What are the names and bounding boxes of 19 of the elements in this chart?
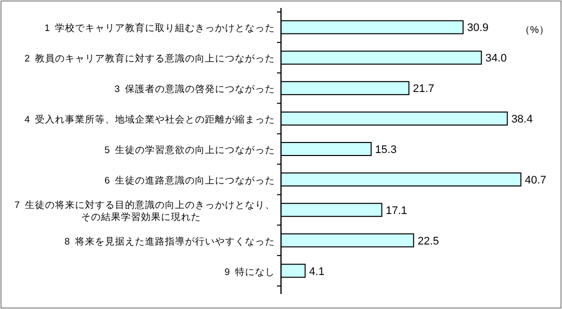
data-label: 34.0 — [485, 52, 507, 65]
data-label: 4.1 — [309, 266, 324, 278]
y-tick-label: 6 生徒の進路意識の向上につながった — [104, 174, 275, 186]
y-tick-label: 5 生徒の学習意欲の向上につながった — [104, 144, 275, 156]
data-label: 30.9 — [467, 22, 489, 34]
y-tick-label: 1 学校でキャリア教育に取り組むきっかけとなった — [44, 22, 275, 34]
y-tick-label: 2 教員のキャリア教育に対する意識の向上につながった — [24, 52, 275, 65]
y-tick-label: 8 将来を見据えた進路指導が行いやすくなった — [64, 235, 275, 248]
data-label: 40.7 — [524, 174, 546, 186]
data-label: 21.7 — [412, 83, 434, 96]
y-tick-label: 9 特になし — [224, 266, 275, 278]
y-tick-label: 3 保護者の意識の啓発につながった — [114, 83, 275, 96]
data-label: 38.4 — [511, 114, 533, 126]
data-label: 15.3 — [375, 144, 397, 156]
data-label: 17.1 — [386, 204, 408, 217]
y-tick-label: 4 受入れ事業所等、地域企業や社会との距離が縮まった — [24, 114, 275, 126]
y-tick-label: 7 生徒の将来に対する目的意識の向上のきっかけとなり、その結果学習効果に現れた — [14, 198, 275, 223]
data-label: 22.5 — [418, 235, 440, 248]
annotation: （%） — [520, 25, 549, 36]
